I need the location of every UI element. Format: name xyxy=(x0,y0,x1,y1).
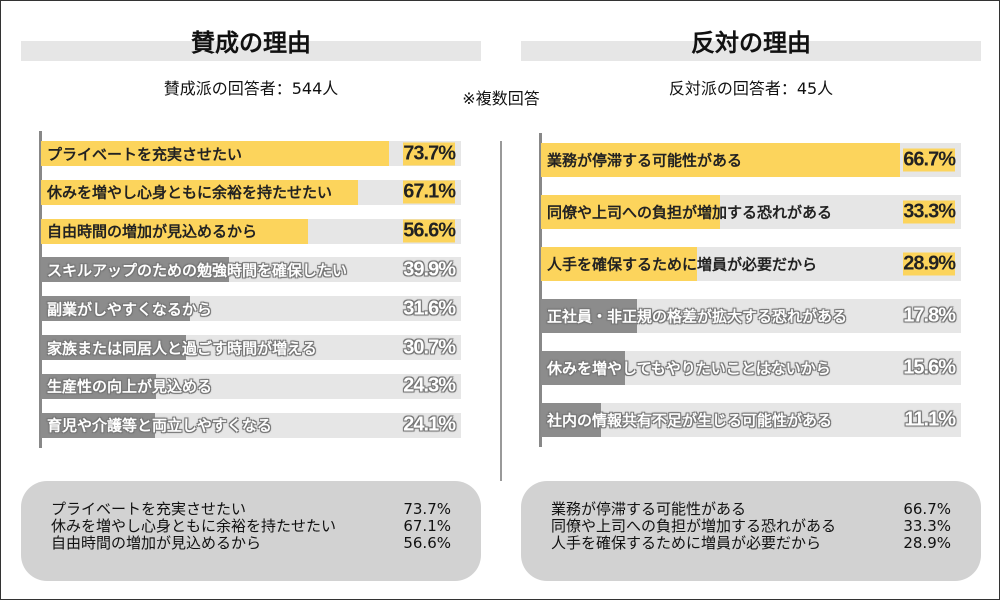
con-bar xyxy=(541,403,601,437)
con-bar-row: 業務が停滞する可能性がある 66.7% xyxy=(541,143,961,177)
pro-bar-value: 56.6% xyxy=(403,219,456,243)
pro-bar-value: 39.9% xyxy=(403,258,456,281)
summary-label: 同僚や上司への負担が増加する恐れがある xyxy=(551,517,837,535)
pro-bar-row: 休みを増やし心身ともに余裕を持たせたい 67.1% xyxy=(41,179,461,205)
summary-value: 67.1% xyxy=(403,517,451,535)
pro-bar-value: 24.1% xyxy=(403,413,456,436)
center-divider xyxy=(500,141,502,481)
summary-value: 66.7% xyxy=(903,500,951,518)
pro-bar-row: 家族または同居人と過ごす時間が増える 30.7% xyxy=(41,335,461,360)
con-bar xyxy=(541,143,901,177)
pro-bar xyxy=(41,296,191,322)
summary-line: 休みを増やし心身ともに余裕を持たせたい 67.1% xyxy=(51,518,451,535)
pro-axis-line xyxy=(39,131,42,448)
summary-value: 56.6% xyxy=(403,534,451,552)
pro-bar-row: スキルアップのための勉強時間を確保したい 39.9% xyxy=(41,257,461,283)
con-bar xyxy=(541,247,697,281)
pro-bar-label: 生産性の向上が見込める xyxy=(47,377,213,396)
con-bar xyxy=(541,299,637,333)
right-respondents: 反対派の回答者：45人 xyxy=(668,79,834,98)
pro-bar-row: プライベートを充実させたい 73.7% xyxy=(41,141,461,166)
pro-bar-value: 31.6% xyxy=(403,297,456,320)
con-bar-value: 33.3% xyxy=(903,200,956,224)
con-bar-label: 休みを増やしてもやりたいことはないから xyxy=(547,359,831,378)
con-bar-value: 17.8% xyxy=(903,304,956,327)
left-respondents: 賛成派の回答者：544人 xyxy=(163,79,339,98)
pro-bar-label: 家族または同居人と過ごす時間が増える xyxy=(47,339,317,357)
pro-bar xyxy=(41,218,309,244)
pro-bar xyxy=(41,141,389,166)
con-bar-label: 正社員・非正規の格差が拡大する恐れがある xyxy=(547,307,848,326)
pro-bar-row: 副業がしやすくなるから 31.6% xyxy=(41,296,461,322)
con-summary-box: 業務が停滞する可能性がある 66.7% 同僚や上司への負担が増加する恐れがある 33.… xyxy=(521,481,981,581)
summary-value: 28.9% xyxy=(903,534,951,552)
summary-label: 自由時間の増加が見込めるから xyxy=(51,534,262,552)
con-bar-value: 15.6% xyxy=(903,356,956,379)
summary-line: 人手を確保するために増員が必要だから 28.9% xyxy=(551,535,951,552)
summary-line: プライベートを充実させたい 73.7% xyxy=(51,501,451,518)
pro-bar-row: 生産性の向上が見込める 24.3% xyxy=(41,373,461,399)
summary-value: 33.3% xyxy=(903,517,951,535)
con-bar-label: 人手を確保するために増員が必要だから xyxy=(547,255,818,274)
summary-label: 人手を確保するために増員が必要だから xyxy=(551,534,822,552)
con-bar xyxy=(541,195,721,229)
pro-bar-label: 自由時間の増加が見込めるから xyxy=(47,222,258,241)
pro-bar xyxy=(41,412,155,438)
con-bar-value: 28.9% xyxy=(903,252,956,276)
pro-bar xyxy=(41,335,186,360)
con-bar-value: 66.7% xyxy=(903,148,956,172)
con-bar-value: 11.1% xyxy=(904,408,956,431)
con-bar-row: 休みを増やしてもやりたいことはないから 15.6% xyxy=(541,351,961,385)
summary-line: 自由時間の増加が見込めるから 56.6% xyxy=(51,535,451,552)
con-bar-row: 人手を確保するために増員が必要だから 28.9% xyxy=(541,247,961,281)
con-bar-label: 業務が停滞する可能性がある xyxy=(547,151,743,170)
pro-bar xyxy=(41,373,156,399)
con-bar-row: 正社員・非正規の格差が拡大する恐れがある 17.8% xyxy=(541,299,961,333)
summary-line: 同僚や上司への負担が増加する恐れがある 33.3% xyxy=(551,518,951,535)
con-bar-row: 社内の情報共有不足が生じる可能性がある 11.1% xyxy=(541,403,961,437)
pro-bar xyxy=(41,257,230,283)
con-bar xyxy=(541,351,625,385)
con-bar-row: 同僚や上司への負担が増加する恐れがある 33.3% xyxy=(541,195,961,229)
summary-line: 業務が停滞する可能性がある 66.7% xyxy=(551,501,951,518)
multiple-answer-note: ※複数回答 xyxy=(462,89,540,108)
right-header-bar xyxy=(521,41,981,61)
right-title: 反対の理由 xyxy=(691,29,811,57)
summary-label: 業務が停滞する可能性がある xyxy=(551,500,747,518)
summary-label: 休みを増やし心身ともに余裕を持たせたい xyxy=(51,517,337,535)
pro-bar-row: 自由時間の増加が見込めるから 56.6% xyxy=(41,218,461,244)
summary-label: プライベートを充実させたい xyxy=(51,500,247,518)
pro-bar-row: 育児や介護等と両立しやすくなる 24.1% xyxy=(41,412,461,438)
left-title: 賛成の理由 xyxy=(191,29,311,57)
pro-bar-label: プライベートを充実させたい xyxy=(47,145,243,163)
pro-bar-value: 73.7% xyxy=(403,142,456,165)
pro-bar xyxy=(41,179,358,205)
pro-bar-label: 育児や介護等と両立しやすくなる xyxy=(47,416,272,435)
pro-bar-label: スキルアップのための勉強時間を確保したい xyxy=(47,261,348,280)
pro-bar-label: 副業がしやすくなるから xyxy=(47,300,212,319)
summary-value: 73.7% xyxy=(403,500,451,518)
pro-summary-box: プライベートを充実させたい 73.7% 休みを増やし心身ともに余裕を持たせたい 67.… xyxy=(21,481,481,581)
pro-bar-value: 67.1% xyxy=(403,180,456,204)
left-header-bar xyxy=(21,41,481,61)
con-axis-line xyxy=(539,133,542,447)
con-bar-label: 社内の情報共有不足が生じる可能性がある xyxy=(547,411,833,430)
pro-bar-label: 休みを増やし心身ともに余裕を持たせたい xyxy=(47,183,333,202)
pro-bar-value: 24.3% xyxy=(403,374,456,397)
pro-bar-value: 30.7% xyxy=(403,336,456,358)
con-bar-label: 同僚や上司への負担が増加する恐れがある xyxy=(547,203,833,222)
